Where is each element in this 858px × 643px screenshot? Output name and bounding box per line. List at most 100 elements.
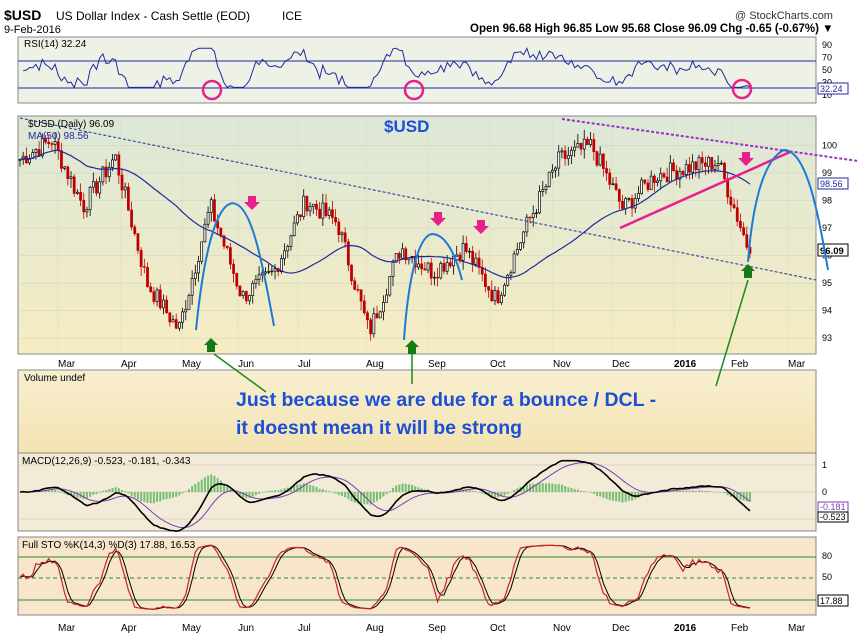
macd-histogram-bar <box>391 488 394 492</box>
candle-body <box>586 138 589 145</box>
macd-histogram-bar <box>621 492 624 503</box>
macd-histogram-bar <box>733 492 736 498</box>
macd-histogram-bar <box>124 491 127 492</box>
macd-histogram-bar <box>248 492 251 498</box>
candle-body <box>665 176 669 183</box>
candle-body <box>104 166 108 178</box>
sto-x-tick-label: Apr <box>121 623 137 634</box>
macd-histogram-bar <box>344 492 347 498</box>
macd-histogram-bar <box>165 492 168 500</box>
macd-histogram-bar <box>105 490 108 492</box>
macd-histogram-bar <box>436 492 439 493</box>
macd-histogram-bar <box>143 492 146 502</box>
rsi-y-tick-label: 30 <box>822 77 832 87</box>
candle-body <box>149 286 153 292</box>
macd-histogram-bar <box>701 490 704 492</box>
candle-body <box>493 290 497 302</box>
ma-value-box <box>817 177 849 190</box>
close-value-label: 96.09 <box>820 246 844 257</box>
candle-body <box>56 141 60 151</box>
candle-body <box>308 206 312 212</box>
macd-histogram-bar <box>270 490 273 492</box>
macd-histogram-bar <box>194 483 197 492</box>
candle-body <box>334 217 337 223</box>
candle-body <box>346 241 350 266</box>
candle-body <box>37 149 41 157</box>
sto-x-tick-label: Jun <box>238 623 254 634</box>
candle-body <box>681 171 685 175</box>
macd-histogram-bar <box>564 486 567 492</box>
macd-histogram-bar <box>274 490 277 492</box>
macd-histogram-bar <box>592 492 595 495</box>
price-x-tick-label: Mar <box>58 359 76 370</box>
price-y-tick-label: 95 <box>822 278 832 288</box>
candle-body <box>468 250 471 253</box>
candle-body <box>716 163 720 166</box>
price-y-tick-label: 93 <box>822 333 832 343</box>
candle-body <box>111 159 114 168</box>
candle-body <box>570 149 573 156</box>
macd-histogram-bar <box>315 486 318 492</box>
candle-body <box>656 180 659 183</box>
macd-histogram-bar <box>156 492 159 502</box>
candle-body <box>47 141 51 144</box>
macd-histogram-bar <box>127 492 130 494</box>
macd-value-label: -0.523 <box>820 512 846 522</box>
sto-x-tick-label: Mar <box>58 623 76 634</box>
ohlc-readout: Open 96.68 High 96.85 Low 95.68 Close 96… <box>470 23 834 35</box>
macd-histogram-bar <box>532 483 535 492</box>
candle-body <box>98 181 102 194</box>
candle-body <box>739 221 742 228</box>
candle-body <box>633 198 637 209</box>
candle-body <box>299 214 302 217</box>
rsi-panel: 90 70 50 30 10 RSI(14) 32.24 32.24 <box>17 36 849 104</box>
candle-body <box>95 181 98 194</box>
macd-histogram-bar <box>379 492 382 500</box>
candle-body <box>85 209 89 213</box>
candle-body <box>566 155 570 159</box>
macd-histogram-bar <box>130 492 133 496</box>
sto-x-tick-label: Aug <box>366 623 384 634</box>
sto-x-tick-label: Jul <box>298 623 311 634</box>
candle-body <box>448 262 452 267</box>
macd-histogram-bar <box>513 490 516 492</box>
macd-histogram-bar <box>538 483 541 492</box>
candle-body <box>187 294 191 310</box>
macd-histogram-bar <box>172 492 175 498</box>
macd-histogram-bar <box>318 488 321 492</box>
candle-body <box>617 189 621 202</box>
macd-histogram-bar <box>92 492 95 495</box>
macd-histogram-bar <box>414 486 417 492</box>
candle-body <box>369 319 373 335</box>
macd-histogram-bar <box>595 492 598 496</box>
macd-histogram-bar <box>704 491 707 492</box>
candle-body <box>691 161 695 173</box>
macd-histogram-bar <box>223 483 226 492</box>
macd-histogram-bar <box>350 492 353 502</box>
candle-body <box>579 143 583 150</box>
macd-histogram-bar <box>178 492 181 496</box>
candle-body <box>372 313 376 335</box>
candle-body <box>719 162 723 165</box>
candle-body <box>270 270 274 273</box>
candle-body <box>331 209 334 218</box>
macd-histogram-bar <box>529 483 532 492</box>
macd-histogram-bar <box>63 492 66 494</box>
macd-histogram-bar <box>325 490 328 492</box>
candle-body <box>445 262 449 272</box>
candle-body <box>560 150 564 153</box>
ma50-line <box>19 149 751 279</box>
candle-body <box>197 260 200 274</box>
ma-value-label: 98.56 <box>820 179 843 189</box>
macd-histogram-bar <box>216 478 219 492</box>
candle-body <box>123 186 127 191</box>
macd-histogram-bar <box>54 490 57 492</box>
candle-body <box>327 209 331 216</box>
price-x-tick-label: Oct <box>490 359 506 370</box>
candle-body <box>44 138 47 143</box>
macd-histogram-bar <box>717 492 720 493</box>
macd-histogram-bar <box>602 492 605 498</box>
candle-body <box>640 179 643 194</box>
candle-body <box>168 312 172 323</box>
candle-body <box>608 172 612 185</box>
